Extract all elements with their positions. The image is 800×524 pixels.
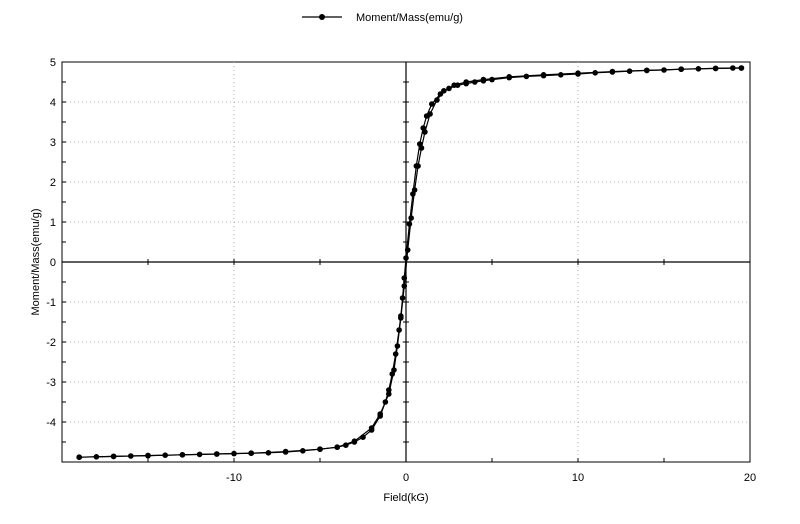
data-point <box>282 448 289 455</box>
data-point <box>406 221 413 227</box>
data-point <box>394 343 401 349</box>
data-point <box>540 72 547 78</box>
x-tick-label: 0 <box>403 472 409 484</box>
y-tick-label: -2 <box>46 337 56 349</box>
x-axis-label: Field(kG) <box>383 492 428 504</box>
y-axis-label: Moment/Mass(emu/g) <box>30 209 42 316</box>
y-tick-label: 0 <box>50 257 56 269</box>
data-point <box>441 88 447 94</box>
legend-label: Moment/Mass(emu/g) <box>356 12 463 24</box>
data-point <box>411 187 418 193</box>
data-point <box>248 450 254 457</box>
data-point <box>489 76 495 83</box>
data-point <box>558 72 564 78</box>
y-tick-label: -4 <box>46 417 56 429</box>
data-point <box>644 67 650 74</box>
x-tick-label: 20 <box>744 472 756 484</box>
data-point <box>463 79 470 85</box>
axis-ticks <box>62 81 665 462</box>
y-tick-label: -1 <box>46 297 56 309</box>
data-point <box>334 444 341 451</box>
data-point <box>76 454 82 461</box>
data-point <box>575 70 581 76</box>
data-point <box>145 452 151 459</box>
data-point <box>738 65 745 71</box>
y-tick-label: -3 <box>46 377 56 389</box>
data-point <box>401 283 408 289</box>
data-point <box>451 82 457 88</box>
data-point <box>179 452 186 458</box>
data-point <box>415 163 421 169</box>
data-point <box>110 453 117 460</box>
data-point <box>317 446 323 453</box>
data-point <box>398 315 404 321</box>
data-point <box>391 367 397 373</box>
data-point <box>418 145 425 151</box>
data-point <box>678 66 684 72</box>
y-tick-label: 3 <box>50 137 56 149</box>
data-point <box>712 65 719 72</box>
y-tick-label: 2 <box>50 177 56 189</box>
data-point <box>214 451 220 457</box>
data-point <box>506 74 512 80</box>
data-point <box>351 438 358 445</box>
data-point <box>386 391 392 397</box>
legend: Moment/Mass(emu/g) <box>302 12 463 24</box>
data-point <box>368 425 375 431</box>
x-tick-label: 10 <box>572 472 584 484</box>
data-point <box>429 101 435 107</box>
data-point <box>427 111 433 117</box>
data-point <box>434 97 440 103</box>
data-point <box>403 255 409 261</box>
data-point <box>408 215 414 221</box>
y-tick-label: 4 <box>50 97 56 109</box>
x-tick-label: -10 <box>226 472 242 484</box>
y-tick-label: 1 <box>50 217 56 229</box>
data-point <box>377 411 384 417</box>
data-point <box>609 68 616 75</box>
data-point <box>422 129 428 135</box>
y-tick-label: 5 <box>50 57 56 69</box>
data-point <box>480 76 487 83</box>
series-layer <box>76 65 745 461</box>
legend-marker-sample <box>319 14 325 20</box>
data-point <box>404 247 411 253</box>
